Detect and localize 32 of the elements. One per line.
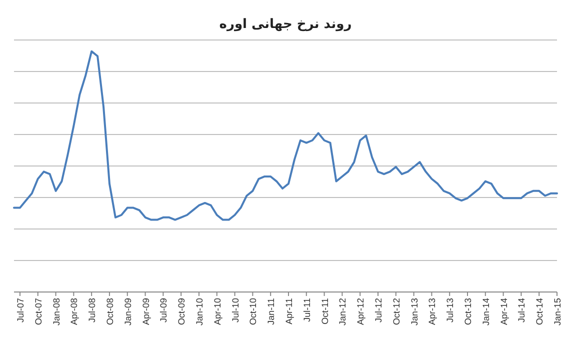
x-tick-label: Jan-09 <box>122 298 133 326</box>
x-tick-label: Jan-12 <box>338 298 348 326</box>
chart-title: روند نرخ جهانی اوره <box>219 17 352 32</box>
x-tick-label: Jul-12 <box>373 298 384 323</box>
x-tick-label: Oct-10 <box>248 298 258 326</box>
x-tick-label: Jul-13 <box>445 298 456 323</box>
x-tick-label: Jul-10 <box>230 298 240 323</box>
x-tick-label: Apr-13 <box>427 298 438 326</box>
x-tick-label: Oct-11 <box>320 298 330 324</box>
x-tick-label: Jan-10 <box>194 298 204 326</box>
x-tick-label: Jan-13 <box>409 298 420 326</box>
x-tick-label: Apr-10 <box>212 298 222 326</box>
x-tick-label: Apr-12 <box>356 298 366 326</box>
x-tick-label: Jul-09 <box>158 298 169 323</box>
x-tick-label: Jan-14 <box>480 298 491 326</box>
x-tick-label: Jul-11 <box>302 298 312 322</box>
x-tick-label: Jul-14 <box>516 298 527 323</box>
x-tick-label: Jul-08 <box>87 298 98 323</box>
x-tick-label: Oct-09 <box>176 298 187 326</box>
x-tick-label: Jan-11 <box>266 298 276 325</box>
x-tick-label: Apr-08 <box>69 298 80 326</box>
x-tick-label: Oct-07 <box>33 298 44 326</box>
x-tick-label: Oct-13 <box>462 298 473 326</box>
x-tick-label: Jul-07 <box>15 298 26 323</box>
x-tick-label: Oct-14 <box>534 298 545 326</box>
x-tick-label: Apr-11 <box>284 298 294 324</box>
x-tick-label: Oct-12 <box>391 298 402 326</box>
x-tick-label: Jan-15 <box>552 298 562 326</box>
x-tick-label: Apr-09 <box>140 298 151 326</box>
x-tick-label: Jan-08 <box>51 298 62 326</box>
x-tick-label: Apr-14 <box>498 298 509 326</box>
x-tick-label: Oct-08 <box>104 298 115 326</box>
